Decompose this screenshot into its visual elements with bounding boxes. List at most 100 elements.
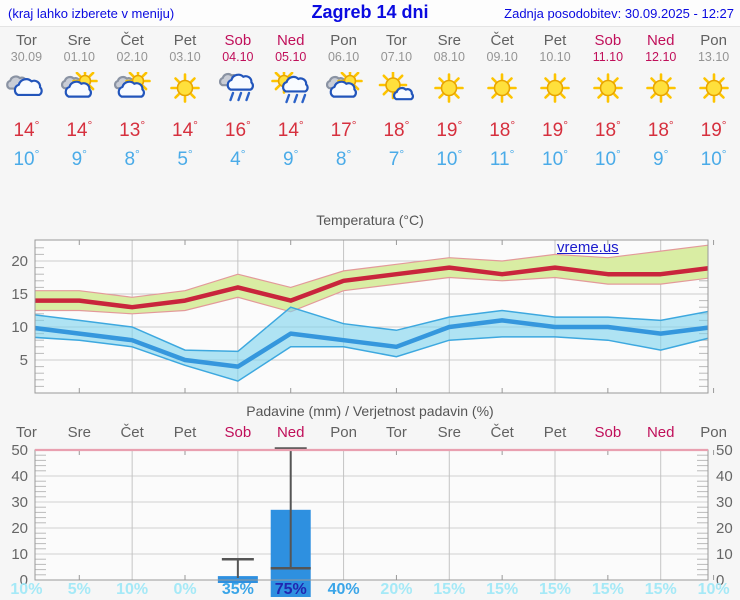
day-name: Pon — [330, 32, 357, 49]
page-title: Zagreb 14 dni — [311, 2, 429, 22]
forecast-day-column: Čet 02.10 13° 8° — [106, 32, 159, 170]
forecast-day-column: Ned 05.10 14° 9° — [264, 32, 317, 170]
forecast-day-column: Sre 08.10 19° 10° — [423, 32, 476, 170]
cloudy-icon — [6, 75, 44, 97]
forecast-row: Tor 30.09 14° 10° Sre 01.10 14° 9° Čet 02.10 13° 8°… — [0, 32, 740, 170]
day-name: Pet — [543, 32, 567, 49]
temp-y-tick-label: 15 — [11, 286, 28, 303]
max-temperature: 19° — [436, 118, 463, 141]
forecast-day-column: Ned 12.10 18° 9° — [634, 32, 687, 170]
sunny-icon — [170, 73, 200, 103]
forecast-day-column: Sre 01.10 14° 9° — [53, 32, 106, 170]
max-temperature: 19° — [542, 118, 568, 141]
temperature-chart-title: Temperatura (°C) — [316, 212, 424, 228]
precip-probability: 35% — [221, 581, 254, 598]
min-temperature: 8° — [124, 147, 140, 170]
forecast-day-column: Čet 09.10 18° 11° — [476, 32, 529, 170]
weather-icon-cell — [639, 66, 683, 112]
weather-icon-cell — [269, 66, 313, 112]
min-temperature: 5° — [177, 147, 193, 170]
day-date: 09.10 — [486, 50, 518, 64]
precip-day-label: Ned — [276, 424, 305, 441]
day-name: Sre — [437, 32, 461, 49]
weather-icon-cell — [57, 66, 101, 112]
watermark-link[interactable]: vreme.us — [557, 239, 619, 256]
max-temperature: 13° — [119, 118, 146, 141]
max-temperature: 18° — [647, 118, 674, 141]
sunny-icon — [540, 73, 570, 103]
precip-day-label: Pet — [543, 424, 567, 441]
rain-showers-icon — [270, 72, 309, 104]
day-date: 07.10 — [380, 50, 413, 64]
day-name: Pon — [700, 32, 727, 49]
max-temperature: 17° — [330, 118, 357, 141]
temp-y-tick-label: 5 — [20, 352, 28, 369]
max-temperature: 18° — [594, 118, 621, 141]
min-temperature: 9° — [71, 147, 87, 170]
day-date: 05.10 — [275, 50, 307, 64]
weather-icon-cell — [322, 66, 366, 112]
day-name: Sob — [594, 32, 622, 49]
precip-day-label: Sre — [67, 424, 91, 441]
max-temperature: 14° — [66, 118, 93, 141]
precip-plot-area — [35, 450, 708, 580]
precip-day-label: Pet — [173, 424, 197, 441]
precip-y-tick-label-left: 40 — [11, 468, 28, 485]
temperature-series — [35, 244, 708, 382]
sunny-icon — [698, 73, 729, 103]
max-temperature: 14° — [13, 118, 40, 141]
day-date: 08.10 — [433, 50, 465, 64]
precip-day-label: Sob — [594, 424, 622, 441]
weather-icon-cell — [533, 66, 577, 112]
sunny-icon — [593, 73, 623, 103]
forecast-day-column: Tor 30.09 14° 10° — [0, 32, 53, 170]
sunny-icon — [645, 73, 676, 103]
precip-probability: 5% — [67, 581, 91, 598]
weather-icon-cell — [692, 66, 736, 112]
weather-icon-cell — [480, 66, 524, 112]
min-temperature: 8° — [335, 147, 352, 170]
day-name: Ned — [646, 32, 675, 49]
day-name: Pet — [173, 32, 197, 49]
forecast-day-column: Sob 11.10 18° 10° — [581, 32, 634, 170]
min-temperature: 10° — [594, 147, 621, 170]
weather-icon-cell — [427, 66, 471, 112]
precip-y-tick-label-left: 20 — [11, 520, 28, 537]
min-temperature: 9° — [653, 147, 669, 170]
min-temp-line — [35, 318, 708, 369]
precip-day-label: Pon — [330, 424, 357, 441]
day-date: 30.09 — [10, 50, 43, 64]
sunny-icon — [434, 73, 465, 103]
day-date: 13.10 — [697, 50, 730, 64]
precip-y-tick-label-left: 0 — [20, 572, 28, 589]
precip-day-label: Tor — [16, 424, 37, 441]
mostly-sunny-icon — [379, 72, 415, 101]
min-temperature: 10° — [542, 147, 568, 170]
precip-day-label: Sob — [224, 424, 252, 441]
day-date: 04.10 — [222, 50, 254, 64]
max-temperature: 16° — [224, 118, 251, 141]
day-date: 06.10 — [327, 50, 360, 64]
precip-probability: 15% — [591, 581, 624, 598]
forecast-day-column: Pet 03.10 14° 5° — [159, 32, 212, 170]
min-temperature: 10° — [13, 147, 40, 170]
precip-probability-row: 10% 5% 10% 0% 35% 75% 40% 20% 15% 15% 15% 15% 15% 10% — [0, 581, 740, 599]
precip-y-tick-label-right: 40 — [716, 468, 733, 485]
max-temp-line — [35, 265, 708, 310]
day-name: Čet — [490, 32, 514, 49]
sunny-icon — [487, 73, 517, 103]
weather-icon-cell — [586, 66, 630, 112]
min-temperature: 10° — [700, 147, 727, 170]
day-name: Tor — [16, 32, 37, 49]
forecast-day-column: Sob 04.10 16° 4° — [211, 32, 264, 170]
precip-probability: 20% — [380, 581, 413, 598]
day-name: Sob — [224, 32, 252, 49]
max-temperature: 14° — [277, 118, 304, 141]
precip-probability: 75% — [274, 581, 307, 598]
precip-y-tick-label-right: 0 — [716, 572, 724, 589]
forecast-day-column: Pon 06.10 17° 8° — [317, 32, 370, 170]
min-temperature: 9° — [283, 147, 299, 170]
precip-probability: 10% — [697, 581, 730, 598]
